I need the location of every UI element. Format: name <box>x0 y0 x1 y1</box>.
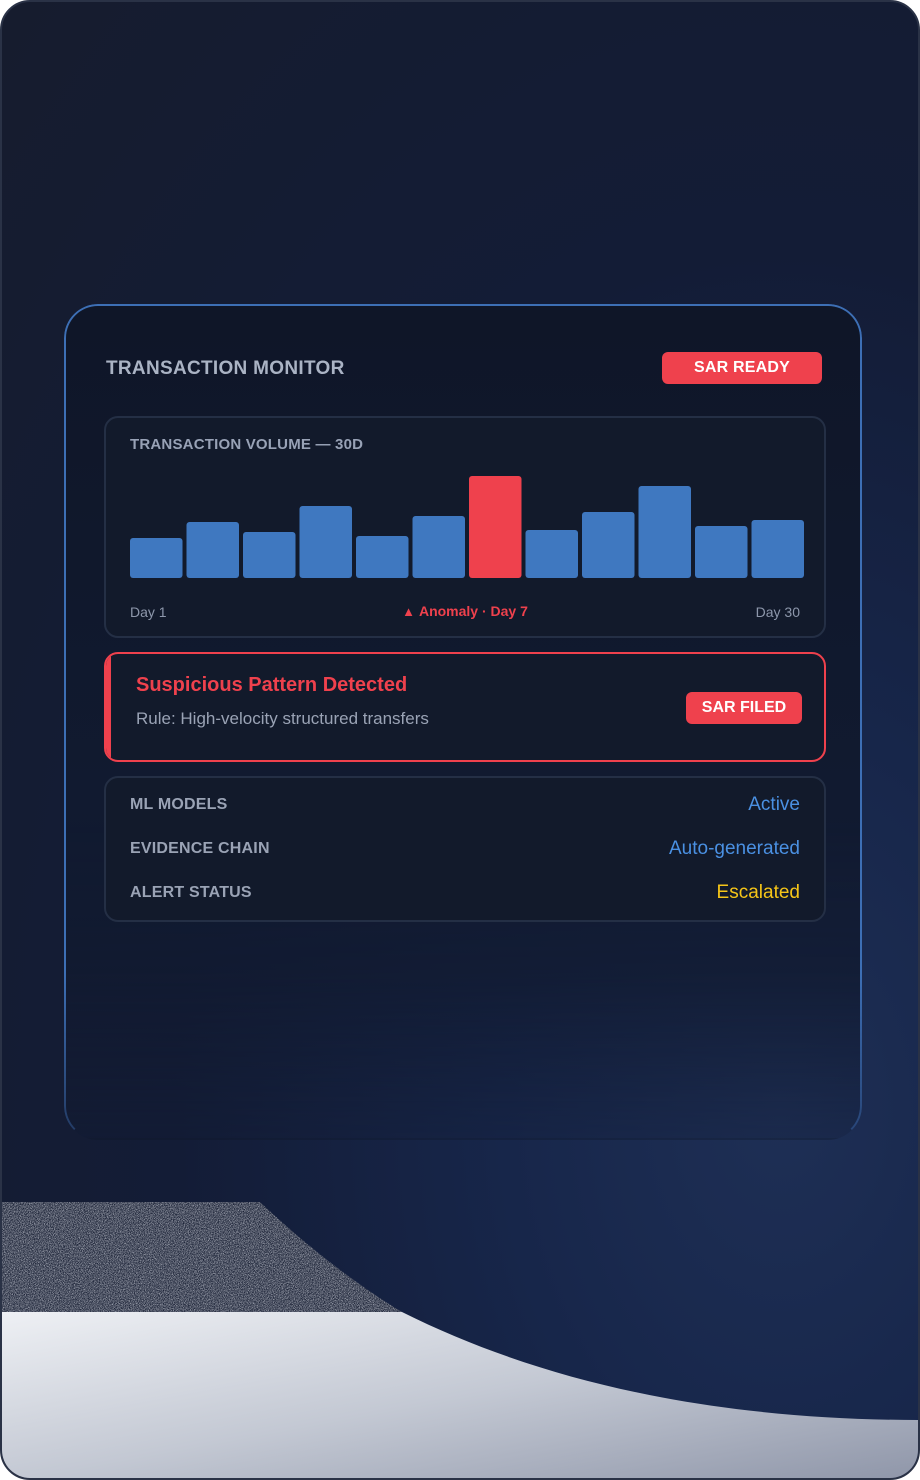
axis-start-label: Day 1 <box>130 604 167 620</box>
status-panel: ML MODELS Active EVIDENCE CHAIN Auto-genera… <box>104 776 826 922</box>
suspicious-pattern-alert[interactable]: Suspicious Pattern Detected Rule: High-v… <box>104 652 826 762</box>
status-label: ML MODELS <box>130 796 228 813</box>
status-value: Auto-generated <box>669 838 800 859</box>
volume-bar-chart <box>130 476 804 578</box>
alert-accent-stripe <box>106 654 111 760</box>
volume-bar <box>130 538 183 578</box>
sar-ready-badge: SAR READY <box>662 352 822 384</box>
alert-title: Suspicious Pattern Detected <box>136 674 408 696</box>
status-value: Escalated <box>716 882 800 903</box>
anomaly-bar <box>469 476 522 578</box>
status-label: EVIDENCE CHAIN <box>130 840 270 857</box>
sar-filed-badge: SAR FILED <box>686 692 802 724</box>
card-title: TRANSACTION MONITOR <box>106 358 345 379</box>
status-label: ALERT STATUS <box>130 884 252 901</box>
anomaly-marker: ▲ Anomaly · Day 7 <box>106 603 824 619</box>
status-row: ML MODELS Active <box>130 792 800 820</box>
volume-bar <box>299 506 352 578</box>
axis-end-label: Day 30 <box>755 604 800 620</box>
status-row: EVIDENCE CHAIN Auto-generated <box>130 836 800 864</box>
status-value: Active <box>748 794 800 815</box>
volume-bar <box>356 536 409 578</box>
volume-bar <box>186 522 239 578</box>
status-row: ALERT STATUS Escalated <box>130 880 800 908</box>
chart-title: TRANSACTION VOLUME — 30D <box>130 436 364 453</box>
background-wave <box>2 1202 918 1478</box>
alert-rule: Rule: High-velocity structured transfers <box>136 709 429 728</box>
anomaly-label: Anomaly · Day 7 <box>418 603 528 619</box>
volume-bar <box>695 526 748 578</box>
transaction-monitor-card: TRANSACTION MONITOR SAR READY TRANSACTIO… <box>64 304 862 1140</box>
volume-bar <box>638 486 691 578</box>
volume-bar <box>243 532 296 578</box>
volume-bar <box>412 516 465 578</box>
volume-bar <box>582 512 635 578</box>
volume-chart-panel: TRANSACTION VOLUME — 30D Day 1 ▲ Anomaly … <box>104 416 826 638</box>
volume-bar <box>525 530 578 578</box>
volume-bar <box>751 520 804 578</box>
warning-icon: ▲ <box>402 604 415 619</box>
